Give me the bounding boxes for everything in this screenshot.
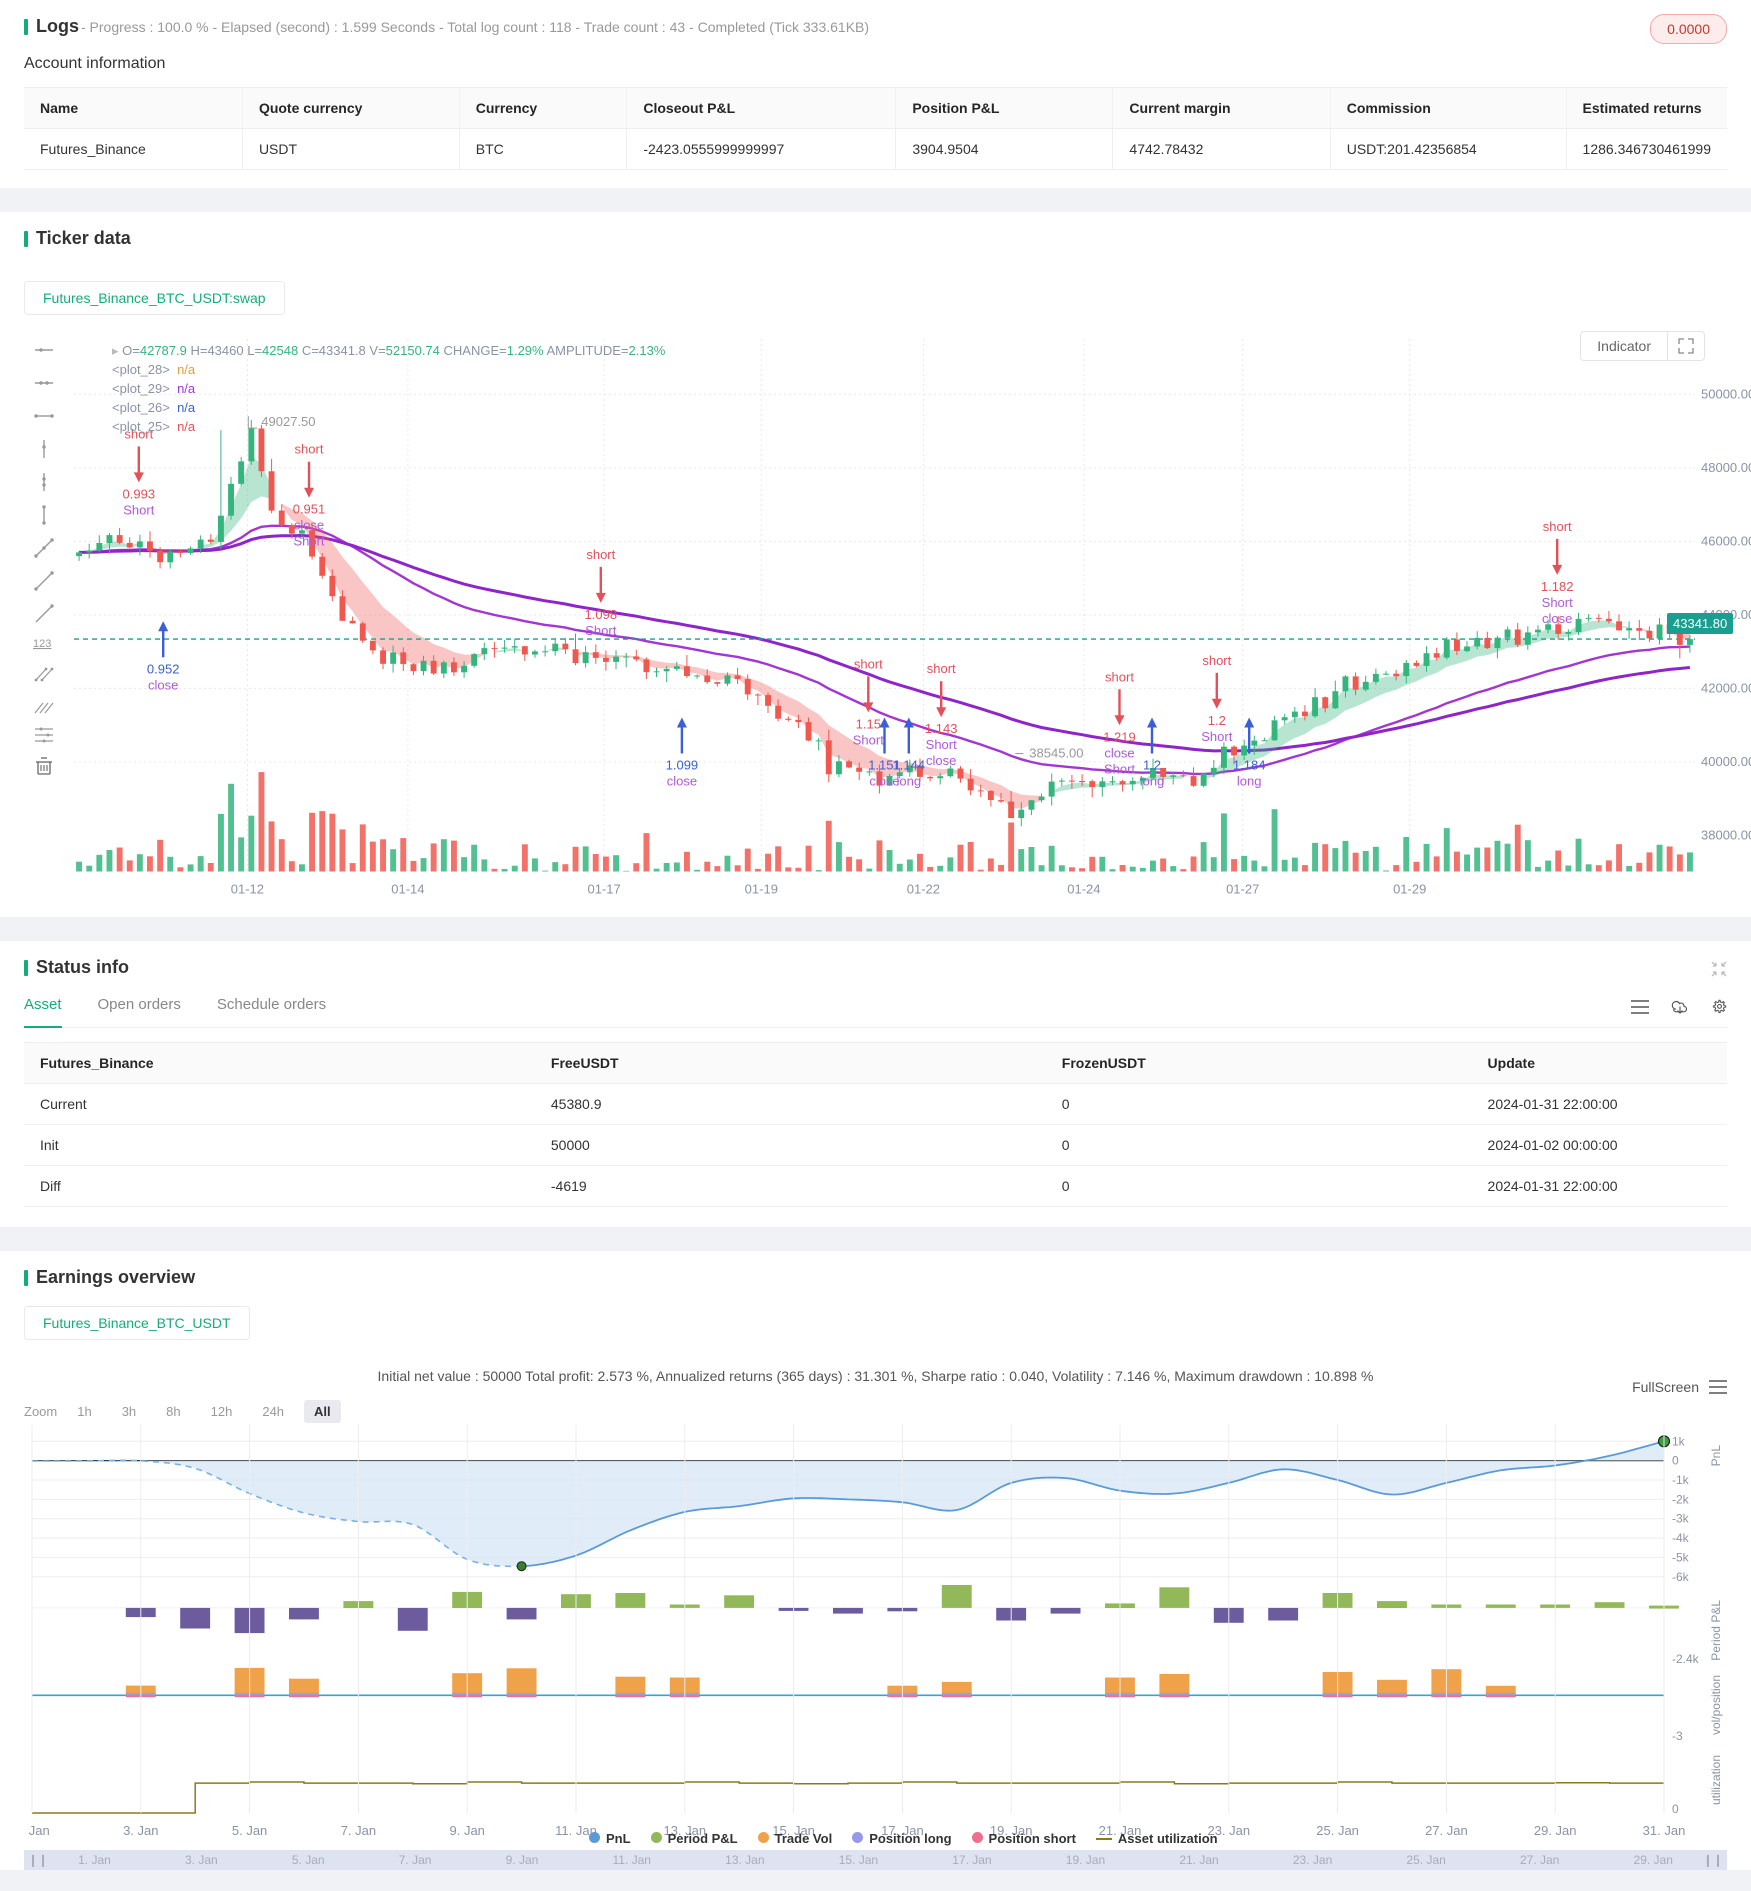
svg-text:01-12: 01-12 xyxy=(231,882,264,897)
svg-text:01-29: 01-29 xyxy=(1393,882,1426,897)
svg-text:48000.00: 48000.00 xyxy=(1701,460,1751,475)
svg-text:close: close xyxy=(148,677,178,692)
svg-text:Short: Short xyxy=(293,534,324,549)
svg-text:close: close xyxy=(294,518,324,533)
svg-text:1.219: 1.219 xyxy=(1103,729,1136,744)
svg-text:close: close xyxy=(926,753,956,768)
svg-text:long: long xyxy=(897,774,922,789)
svg-text:0.993: 0.993 xyxy=(123,486,156,501)
svg-text:Short: Short xyxy=(585,623,616,638)
svg-text:close: close xyxy=(1104,745,1134,760)
svg-text:Short: Short xyxy=(1201,729,1232,744)
svg-text:01-19: 01-19 xyxy=(745,882,778,897)
svg-text:38545.00: 38545.00 xyxy=(1029,746,1083,761)
svg-text:short: short xyxy=(1543,519,1572,534)
svg-text:-3k: -3k xyxy=(1672,1512,1690,1526)
svg-text:1.099: 1.099 xyxy=(666,758,699,773)
svg-text:long: long xyxy=(1237,774,1262,789)
svg-text:-5k: -5k xyxy=(1672,1550,1690,1564)
svg-text:-2k: -2k xyxy=(1672,1492,1690,1506)
svg-text:short: short xyxy=(1105,669,1134,684)
svg-text:01-27: 01-27 xyxy=(1226,882,1259,897)
svg-text:38000.00: 38000.00 xyxy=(1701,828,1751,843)
svg-text:-6k: -6k xyxy=(1672,1570,1690,1584)
svg-text:long: long xyxy=(1140,774,1165,789)
svg-text:1.143: 1.143 xyxy=(925,721,958,736)
svg-text:50000.00: 50000.00 xyxy=(1701,386,1751,401)
svg-text:short: short xyxy=(124,426,153,441)
svg-text:01-24: 01-24 xyxy=(1067,882,1100,897)
svg-text:42000.00: 42000.00 xyxy=(1701,680,1751,695)
svg-text:1.184: 1.184 xyxy=(1233,758,1266,773)
svg-text:-1k: -1k xyxy=(1672,1473,1690,1487)
svg-text:-3: -3 xyxy=(1672,1729,1683,1743)
svg-text:close: close xyxy=(667,774,697,789)
svg-text:40000.00: 40000.00 xyxy=(1701,754,1751,769)
svg-text:short: short xyxy=(854,656,883,671)
svg-text:0.951: 0.951 xyxy=(293,502,326,517)
svg-text:0: 0 xyxy=(1672,1454,1679,1468)
svg-text:-2.4k: -2.4k xyxy=(1672,1652,1700,1666)
svg-text:1.182: 1.182 xyxy=(1541,579,1574,594)
svg-text:1.144: 1.144 xyxy=(893,758,926,773)
svg-text:0.952: 0.952 xyxy=(147,661,180,676)
svg-text:01-17: 01-17 xyxy=(587,882,620,897)
svg-text:short: short xyxy=(295,442,324,457)
svg-text:Short: Short xyxy=(123,502,154,517)
svg-text:1.2: 1.2 xyxy=(1208,713,1226,728)
svg-text:1.15: 1.15 xyxy=(856,716,881,731)
svg-text:short: short xyxy=(1202,653,1231,668)
svg-text:0: 0 xyxy=(1672,1802,1679,1816)
svg-text:short: short xyxy=(927,661,956,676)
svg-text:Short: Short xyxy=(1104,761,1135,776)
svg-text:1.2: 1.2 xyxy=(1143,758,1161,773)
svg-text:46000.00: 46000.00 xyxy=(1701,533,1751,548)
svg-text:49027.50: 49027.50 xyxy=(261,414,315,429)
svg-text:Short: Short xyxy=(1542,595,1573,610)
svg-text:Short: Short xyxy=(853,732,884,747)
svg-text:-4k: -4k xyxy=(1672,1531,1690,1545)
svg-text:1.098: 1.098 xyxy=(585,607,618,622)
svg-text:01-14: 01-14 xyxy=(391,882,424,897)
svg-text:Short: Short xyxy=(926,737,957,752)
svg-text:123: 123 xyxy=(33,638,51,650)
svg-text:1k: 1k xyxy=(1672,1434,1686,1448)
svg-text:close: close xyxy=(1542,611,1572,626)
svg-text:short: short xyxy=(586,547,615,562)
svg-text:close: close xyxy=(869,774,899,789)
svg-text:01-22: 01-22 xyxy=(907,882,940,897)
